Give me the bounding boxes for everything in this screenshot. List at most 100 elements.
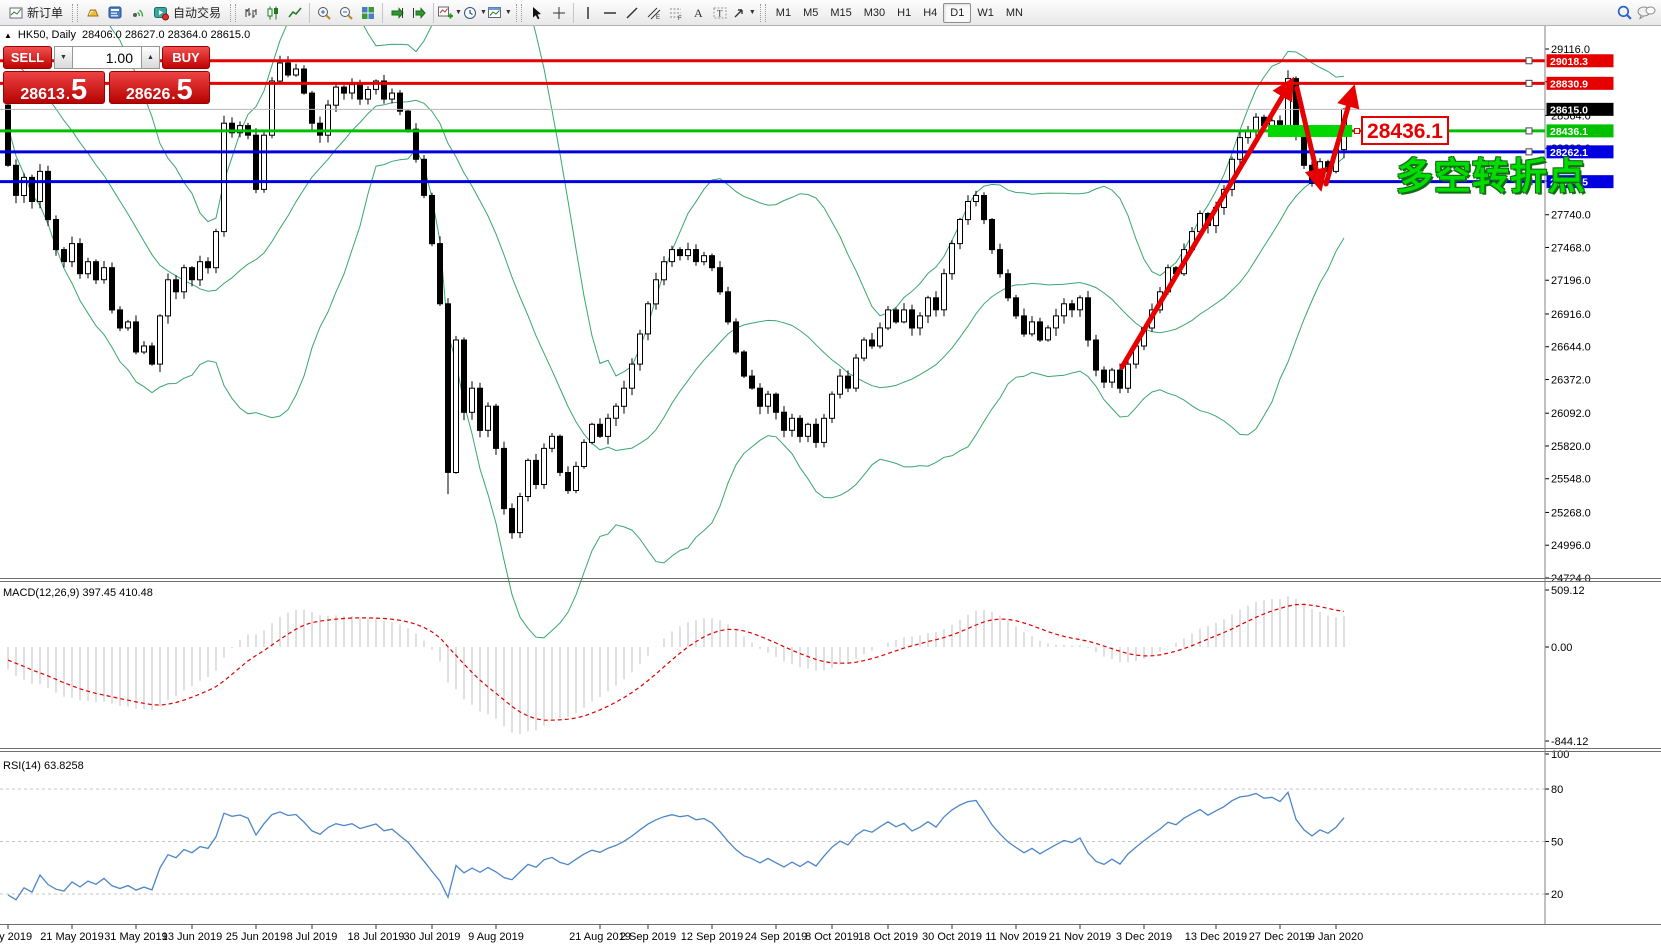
candle-down [933, 297, 939, 311]
templates-button[interactable]: ▼ [487, 3, 512, 23]
pivot-price-label-box[interactable] [1361, 116, 1449, 145]
text-tool-button[interactable]: A [687, 3, 709, 23]
rsi-scale-label: 80 [1551, 784, 1563, 796]
candle-up [885, 309, 891, 329]
candle-down [461, 339, 467, 413]
zoom-in-button[interactable] [313, 3, 335, 23]
market-watch-button[interactable] [82, 3, 104, 23]
rsi-scale-label: 100 [1551, 749, 1569, 761]
candle-up [1045, 327, 1051, 341]
trendline-tool-button[interactable] [621, 3, 643, 23]
candle-up [821, 417, 827, 443]
new-order-icon [9, 7, 23, 18]
bar-chart-button[interactable] [240, 3, 262, 23]
periods-button[interactable]: ▼ [462, 3, 487, 23]
pivot-zone-highlight[interactable] [1268, 125, 1352, 137]
sell-price-display[interactable]: 28613. 5 [3, 71, 105, 105]
timeframe-mn[interactable]: MN [1005, 6, 1023, 19]
indicators-button[interactable]: ▼ [437, 3, 462, 23]
date-tick-label: May 2019 [0, 931, 32, 943]
price-tick-label: 25268.0 [1551, 507, 1591, 519]
candle-down [45, 170, 51, 221]
zoom-out-button[interactable] [335, 3, 357, 23]
candlestick-chart-button[interactable] [262, 3, 284, 23]
auto-scroll-button[interactable] [386, 3, 408, 23]
candle-down [149, 345, 155, 365]
arrows-tool-button[interactable]: ▼ [731, 3, 756, 23]
new-order-button[interactable]: 新订单 [4, 3, 68, 23]
trend-arrow-down[interactable] [1294, 85, 1328, 192]
resistance-line-1-handle[interactable] [1525, 57, 1533, 65]
price-label-box [1546, 175, 1614, 189]
crosshair-tool-button[interactable] [548, 3, 570, 23]
sell-button[interactable]: SELL [3, 46, 52, 69]
auto-trading-button[interactable]: 自动交易 [148, 3, 226, 23]
auto-scroll-icon [391, 6, 404, 19]
symbol-collapse-icon[interactable]: ▲ [4, 30, 12, 40]
candle-up [1109, 369, 1115, 383]
vertical-line-tool-button[interactable] [577, 3, 599, 23]
timeframe-h1[interactable]: H1 [897, 6, 912, 19]
chart-shift-icon [413, 6, 426, 19]
candle-up [365, 89, 371, 100]
candle-up [389, 92, 395, 100]
candle-down [341, 86, 347, 94]
timeframe-m1[interactable]: M1 [775, 6, 792, 19]
cursor-tool-button[interactable] [526, 3, 548, 23]
timeframe-h4[interactable]: H4 [923, 6, 938, 19]
chat-button[interactable] [1635, 3, 1657, 23]
channel-tool-button[interactable]: E [643, 3, 665, 23]
support-line-2-handle[interactable] [1525, 178, 1533, 186]
candle-down [741, 351, 747, 377]
date-tick-label: 11 Nov 2019 [985, 931, 1047, 943]
date-tick-label: 9 Aug 2019 [468, 931, 524, 943]
pivot-connector-handle[interactable] [1354, 128, 1360, 134]
pivot-line-handle[interactable] [1525, 127, 1533, 135]
fibonacci-tool-button[interactable]: F [665, 3, 687, 23]
volume-input[interactable] [72, 46, 141, 69]
timeframe-m15[interactable]: M15 [830, 6, 852, 19]
candle-up [765, 393, 771, 407]
candle-up [1053, 315, 1059, 329]
macd-scale-label: 0.00 [1551, 642, 1572, 654]
resistance-line-2-handle[interactable] [1525, 79, 1533, 87]
line-chart-button[interactable] [284, 3, 306, 23]
metaeditor-button[interactable] [104, 3, 126, 23]
candle-up [685, 249, 691, 257]
candle-down [381, 80, 387, 100]
text-label-icon: T [713, 7, 727, 18]
volume-decrease-button[interactable]: ▼ [53, 46, 73, 69]
equidistant-channel-icon: E [647, 7, 661, 21]
volume-stepper: ▼ ▲ [53, 46, 160, 69]
candle-up [805, 423, 811, 437]
buy-price-display[interactable]: 28626. 5 [108, 71, 210, 105]
candle-up [901, 309, 907, 323]
timeframe-m5[interactable]: M5 [803, 6, 819, 19]
support-line-1-handle[interactable] [1525, 148, 1533, 156]
chart-shift-button[interactable] [408, 3, 430, 23]
candle-up [277, 62, 283, 82]
trend-arrow-up-1[interactable] [1119, 76, 1295, 370]
tile-windows-button[interactable] [357, 3, 379, 23]
candle-down [317, 122, 323, 136]
signals-button[interactable] [126, 3, 148, 23]
label-tool-button[interactable]: T [709, 3, 731, 23]
buy-button[interactable]: BUY [161, 46, 210, 69]
candle-down [285, 62, 291, 76]
candle-up [85, 261, 91, 275]
trend-arrow-up-2[interactable] [1323, 84, 1360, 187]
horizontal-line-tool-button[interactable] [599, 3, 621, 23]
timeframe-d1[interactable]: D1 [943, 2, 972, 23]
chart-area[interactable]: 29116.028844.028564.028292.028020.027740… [0, 26, 1661, 947]
candle-down [981, 195, 987, 221]
turning-point-annotation[interactable]: 多空转折点 [1396, 156, 1586, 197]
date-tick-label: 8 Jul 2019 [287, 931, 338, 943]
date-tick-label: 2 Sep 2019 [620, 931, 676, 943]
search-button[interactable] [1613, 3, 1635, 23]
candle-up [181, 267, 187, 293]
search-icon [1617, 5, 1632, 20]
price-tick-label: 25820.0 [1551, 441, 1591, 453]
timeframe-w1[interactable]: W1 [977, 6, 994, 19]
timeframe-m30[interactable]: M30 [863, 6, 886, 19]
volume-increase-button[interactable]: ▲ [140, 46, 160, 69]
